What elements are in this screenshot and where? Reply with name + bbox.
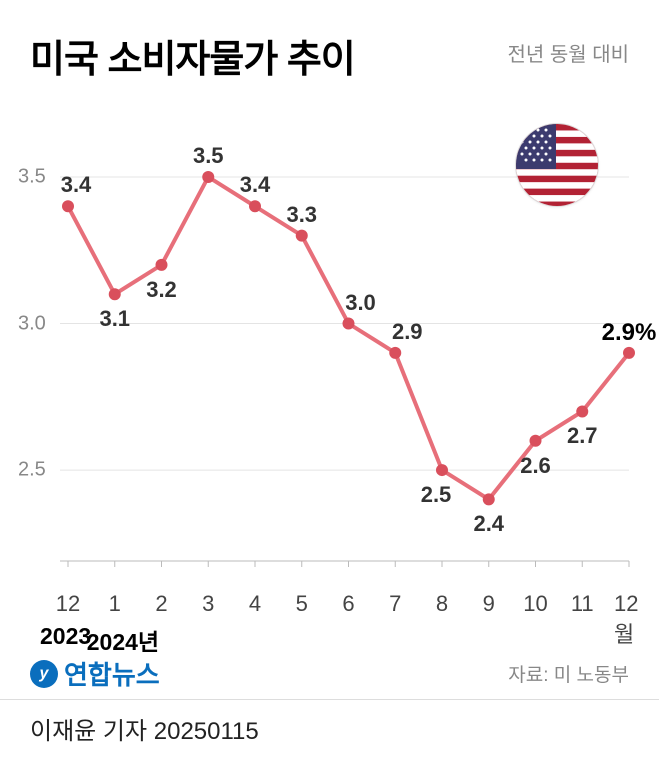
year-label: 2023: [40, 623, 91, 650]
line-chart: 2.5 3.0 3.5 3.4 3.1 3.2 3.5 3.4 3.3 3.0 2.9 2.5 2.4…: [0, 103, 659, 583]
logo-icon: y: [30, 660, 58, 688]
x-tick-label: 9: [483, 591, 495, 617]
x-tick-label: 10: [523, 591, 547, 617]
data-point-label: 3.4: [61, 172, 92, 198]
data-point-label: 2.6: [520, 453, 551, 479]
x-tick-label: 6: [342, 591, 354, 617]
x-tick-label: 7: [389, 591, 401, 617]
data-point-label: 2.4: [473, 511, 504, 537]
data-point-label: 2.7: [567, 423, 598, 449]
data-point-label: 3.4: [240, 172, 271, 198]
data-point-label: 3.2: [146, 277, 177, 303]
y-tick-label: 3.5: [18, 165, 46, 188]
year-label: 2024년: [87, 623, 159, 657]
data-point-label: 3.1: [99, 306, 130, 332]
x-tick-label: 12: [56, 591, 80, 617]
source-text: 자료: 미 노동부: [508, 660, 629, 687]
divider: [0, 699, 659, 700]
byline-date: 20250115: [154, 718, 259, 745]
data-point-label: 2.9: [392, 319, 423, 345]
x-tick-label: 5: [296, 591, 308, 617]
data-point-label: 3.3: [286, 202, 317, 228]
us-flag-icon: [515, 123, 599, 207]
subtitle: 전년 동월 대비: [507, 38, 629, 67]
x-tick-label: 8: [436, 591, 448, 617]
logo: y 연합뉴스: [30, 655, 160, 692]
data-point-label: 2.5: [421, 482, 452, 508]
x-tick-label: 4: [249, 591, 261, 617]
x-tick-label: 1: [109, 591, 121, 617]
x-tick-label: 12월: [614, 591, 644, 649]
y-tick-label: 3.0: [18, 312, 46, 335]
x-tick-label: 2: [155, 591, 167, 617]
logo-text: 연합뉴스: [64, 655, 160, 692]
byline: 이재윤 기자 20250115: [30, 711, 259, 746]
x-tick-label: 3: [202, 591, 214, 617]
page-title: 미국 소비자물가 추이: [30, 28, 355, 83]
data-point-label: 3.5: [193, 143, 224, 169]
byline-author: 이재윤 기자: [30, 718, 147, 745]
data-point-label: 2.9%: [602, 319, 657, 347]
x-tick-label: 11: [571, 591, 594, 617]
y-tick-label: 2.5: [18, 459, 46, 482]
data-point-label: 3.0: [345, 290, 376, 316]
